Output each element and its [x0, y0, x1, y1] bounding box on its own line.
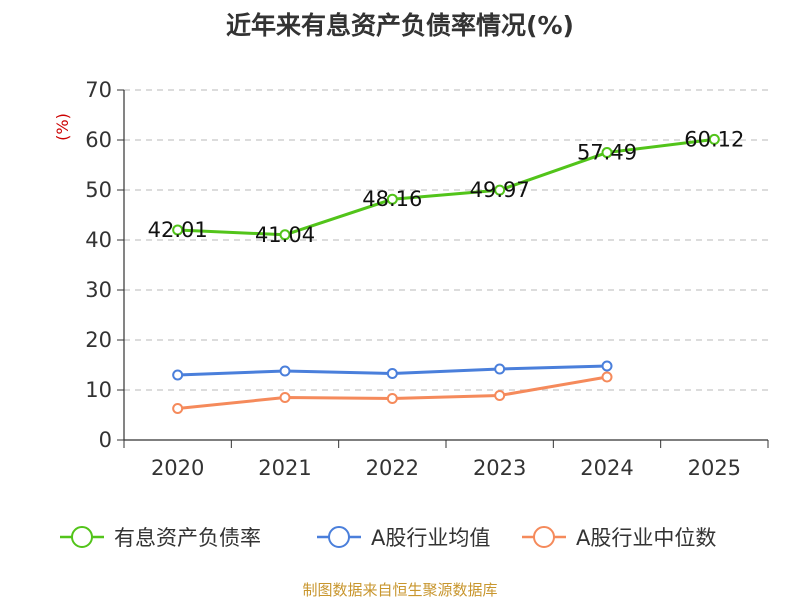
y-axis-label: (%): [53, 113, 72, 141]
y-tick-label: 20: [85, 328, 112, 352]
data-point: [386, 393, 398, 404]
data-point: [708, 133, 720, 145]
y-tick-label: 30: [85, 278, 112, 302]
data-point: [494, 184, 506, 196]
data-point: [494, 390, 506, 401]
data-point: [172, 369, 184, 381]
legend-label: A股行业均值: [371, 526, 490, 550]
legend-item: A股行业均值: [317, 526, 490, 550]
axes: 0 10 20 30 40 50 60 70 2020 2021 2022 2023 2024 2025: [85, 78, 769, 480]
data-point: [494, 363, 506, 375]
series-0: 42.01 41.04 48.16 49.97 57.49 60.12: [148, 127, 745, 246]
data-point: [279, 392, 291, 403]
data-label: 57.49: [577, 141, 637, 165]
data-point: [601, 360, 613, 372]
legend-item: 有息资产负债率: [60, 526, 261, 550]
y-tick-label: 70: [85, 78, 112, 102]
data-source-footer: 制图数据来自恒生聚源数据库: [302, 581, 497, 599]
data-label: 48.16: [362, 187, 422, 211]
grid-lines: [124, 89, 768, 391]
y-tick-label: 10: [85, 378, 112, 402]
data-label: 49.97: [470, 178, 530, 202]
x-tick-label: 2023: [473, 456, 526, 480]
data-point: [386, 193, 398, 205]
data-point: [601, 371, 613, 383]
data-point: [279, 229, 291, 241]
data-label: 42.01: [148, 218, 208, 242]
data-label: 60.12: [684, 127, 744, 151]
series-2: [172, 371, 613, 414]
x-tick-label: 2021: [258, 456, 311, 480]
y-tick-label: 0: [99, 428, 112, 452]
data-label: 41.04: [255, 223, 315, 247]
data-point: [386, 368, 398, 379]
y-tick-label: 40: [85, 228, 112, 252]
legend-marker: [533, 526, 555, 548]
series-group: 42.01 41.04 48.16 49.97 57.49 60.12: [148, 127, 745, 414]
series-line: [177, 137, 715, 237]
legend: 有息资产负债率 A股行业均值 A股行业中位数: [60, 526, 716, 550]
y-tick-label: 60: [85, 128, 112, 152]
legend-marker: [328, 526, 350, 548]
legend-marker: [71, 526, 93, 548]
y-tick-label: 50: [85, 178, 112, 202]
legend-label: A股行业中位数: [576, 526, 716, 550]
legend-label: 有息资产负债率: [114, 526, 261, 550]
chart-title: 近年来有息资产负债率情况(%): [226, 11, 574, 40]
x-tick-label: 2022: [366, 456, 419, 480]
series-1: [172, 360, 613, 381]
legend-item: A股行业中位数: [522, 526, 716, 550]
data-point: [172, 403, 184, 414]
x-tick-label: 2025: [688, 456, 741, 480]
data-point: [279, 365, 291, 377]
data-point: [601, 147, 613, 159]
x-tick-label: 2020: [151, 456, 204, 480]
x-tick-label: 2024: [580, 456, 633, 480]
data-point: [172, 224, 184, 236]
